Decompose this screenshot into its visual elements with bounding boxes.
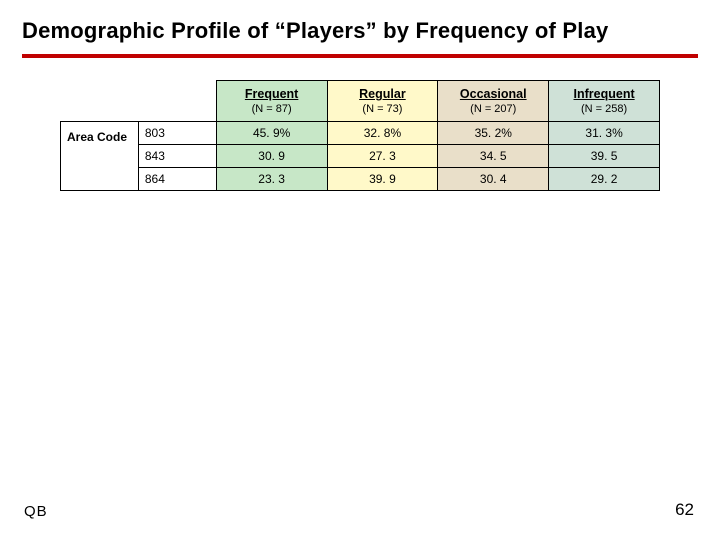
col-label: Occasional	[438, 87, 548, 101]
col-label: Frequent	[217, 87, 327, 101]
cell: 45. 9%	[216, 122, 327, 145]
row-label: 843	[138, 145, 216, 168]
cell: 23. 3	[216, 168, 327, 191]
col-sub: (N = 73)	[328, 103, 438, 115]
footer-logo: QB	[24, 503, 48, 520]
page-number: 62	[675, 500, 694, 520]
col-head-infrequent: Infrequent (N = 258)	[549, 81, 660, 122]
page-title: Demographic Profile of “Players” by Freq…	[22, 18, 698, 44]
cell: 39. 9	[327, 168, 438, 191]
cell: 32. 8%	[327, 122, 438, 145]
cell: 31. 3%	[549, 122, 660, 145]
table-row: 864 23. 3 39. 9 30. 4 29. 2	[61, 168, 660, 191]
row-header: Area Code	[61, 122, 139, 191]
cell: 34. 5	[438, 145, 549, 168]
col-sub: (N = 87)	[217, 103, 327, 115]
cell: 39. 5	[549, 145, 660, 168]
col-sub: (N = 207)	[438, 103, 548, 115]
col-label: Regular	[328, 87, 438, 101]
table-row: 843 30. 9 27. 3 34. 5 39. 5	[61, 145, 660, 168]
title-rule	[22, 54, 698, 58]
cell: 27. 3	[327, 145, 438, 168]
row-label: 803	[138, 122, 216, 145]
cell: 35. 2%	[438, 122, 549, 145]
col-head-occasional: Occasional (N = 207)	[438, 81, 549, 122]
col-label: Infrequent	[549, 87, 659, 101]
col-sub: (N = 258)	[549, 103, 659, 115]
table-container: Frequent (N = 87) Regular (N = 73) Occas…	[60, 80, 660, 191]
cell: 30. 9	[216, 145, 327, 168]
cell: 29. 2	[549, 168, 660, 191]
row-label: 864	[138, 168, 216, 191]
table-row: Area Code 803 45. 9% 32. 8% 35. 2% 31. 3…	[61, 122, 660, 145]
demographic-table: Frequent (N = 87) Regular (N = 73) Occas…	[60, 80, 660, 191]
col-head-frequent: Frequent (N = 87)	[216, 81, 327, 122]
col-head-regular: Regular (N = 73)	[327, 81, 438, 122]
table-header-row: Frequent (N = 87) Regular (N = 73) Occas…	[61, 81, 660, 122]
cell: 30. 4	[438, 168, 549, 191]
slide: Demographic Profile of “Players” by Freq…	[0, 0, 720, 540]
table-corner	[61, 81, 217, 122]
